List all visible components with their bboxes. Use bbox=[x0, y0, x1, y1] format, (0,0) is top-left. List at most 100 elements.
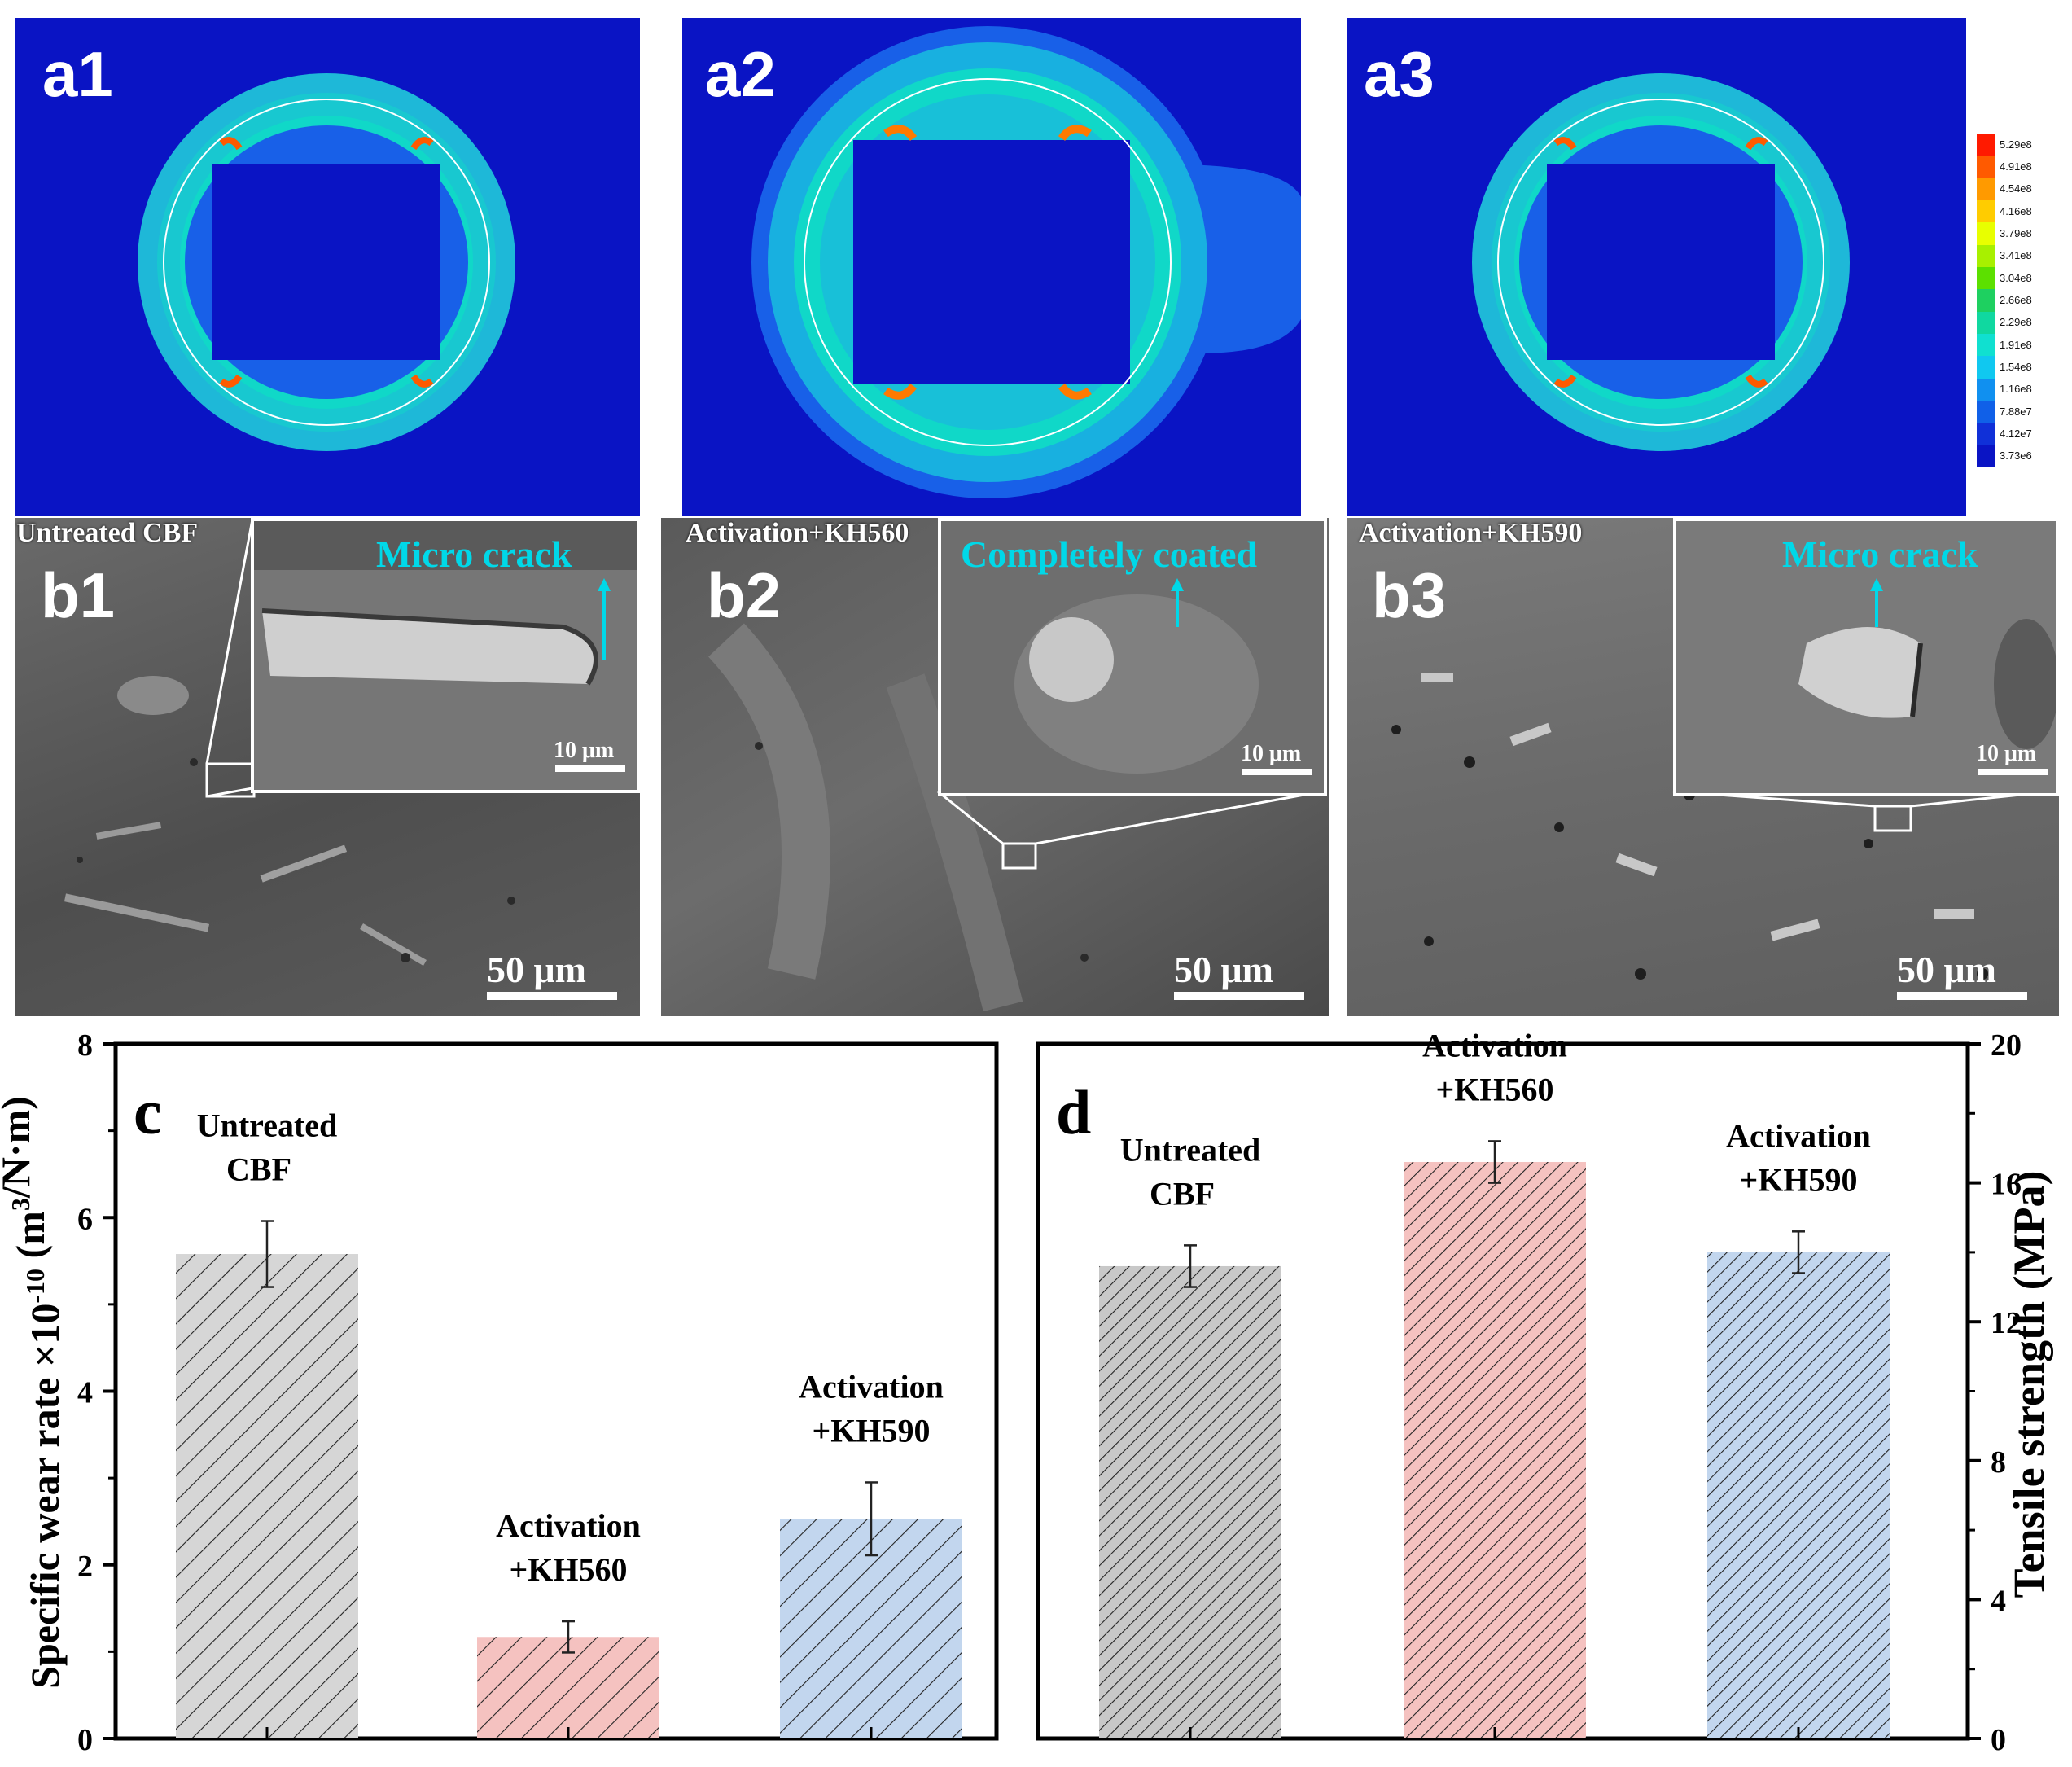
panel-label-b2: b2 bbox=[707, 559, 782, 631]
colorbar-label: 4.12e7 bbox=[2000, 428, 2032, 440]
y-tick-label: 4 bbox=[1991, 1584, 2006, 1618]
category-label: +KH590 bbox=[1739, 1161, 1857, 1198]
y-tick-label: 4 bbox=[77, 1376, 93, 1410]
inset-scale-b2: 10 μm bbox=[1241, 741, 1302, 766]
caption-b1: Untreated CBF bbox=[16, 518, 199, 548]
colorbar-label: 3.73e6 bbox=[2000, 449, 2032, 463]
category-label: Activation bbox=[1422, 1027, 1567, 1063]
scale-bar-b2 bbox=[1174, 992, 1304, 1000]
y-tick-label: 6 bbox=[77, 1202, 93, 1236]
inset-scale-bar-b2 bbox=[1242, 769, 1312, 775]
colorbar-label: 4.91e8 bbox=[2000, 160, 2032, 173]
y-tick-label: 0 bbox=[77, 1723, 93, 1751]
bar-charts: c Untreated CBF Activation +KH560 Activation +… bbox=[0, 1027, 2053, 1751]
annotation-b2: Completely coated bbox=[961, 533, 1258, 575]
colorbar-label: 2.29e8 bbox=[2000, 316, 2032, 329]
colorbar-swatch bbox=[1977, 378, 1995, 401]
y-tick-label: 8 bbox=[1991, 1445, 2006, 1480]
inset-scale-bar-b1 bbox=[555, 765, 625, 772]
colorbar-label: 1.54e8 bbox=[2000, 361, 2032, 373]
arrow-b2 bbox=[1171, 578, 1184, 627]
category-label: +KH560 bbox=[509, 1551, 627, 1588]
panel-label-c: c bbox=[134, 1076, 162, 1147]
y-tick-label: 0 bbox=[1991, 1723, 2006, 1751]
colorbar-swatch bbox=[1977, 178, 1995, 201]
bar-hatch bbox=[477, 1637, 659, 1738]
y-tick-label: 8 bbox=[77, 1028, 93, 1063]
colorbar-label: 2.66e8 bbox=[2000, 294, 2032, 306]
y-axis-title-c: Specific wear rate ×10-10 (m3/N·m) bbox=[0, 1096, 68, 1689]
panel-b1: Micro crack 10 μm Untreated CBF b1 50 μm bbox=[15, 518, 640, 1016]
category-label: Activation bbox=[799, 1368, 944, 1405]
category-label: +KH590 bbox=[812, 1412, 930, 1449]
y-axis-title-d: Tensile strength (MPa) bbox=[2004, 1171, 2053, 1598]
stress-map-a2 bbox=[751, 26, 1301, 498]
panel-b2: Completely coated 10 μm Activation+KH560… bbox=[661, 518, 1329, 1016]
colorbar-swatch bbox=[1977, 311, 1995, 335]
colorbar-label: 3.04e8 bbox=[2000, 271, 2032, 284]
category-label: Untreated bbox=[1120, 1131, 1261, 1168]
panel-label-a3: a3 bbox=[1364, 38, 1435, 110]
inset-image-b1 bbox=[254, 521, 637, 790]
panel-label-b3: b3 bbox=[1372, 559, 1447, 631]
stress-map-a3 bbox=[1472, 73, 1850, 451]
inset-scale-b3: 10 μm bbox=[1976, 741, 2037, 766]
colorbar-labels: 5.29e8 4.91e8 4.54e8 4.16e8 3.79e8 3.41e8 3.04… bbox=[2000, 134, 2065, 467]
scale-bar-b3 bbox=[1897, 992, 2027, 1000]
bar-hatch bbox=[1707, 1252, 1890, 1738]
bar-hatch bbox=[1099, 1265, 1281, 1738]
stress-map-a1 bbox=[138, 73, 515, 451]
category-label: CBF bbox=[226, 1151, 291, 1188]
colorbar-swatch bbox=[1977, 356, 1995, 379]
category-label: Activation bbox=[496, 1507, 641, 1544]
panel-a3: a3 bbox=[1347, 18, 1966, 516]
panel-a1: a1 bbox=[15, 18, 640, 516]
sem-texture-b1 bbox=[64, 519, 515, 966]
caption-b2: Activation+KH560 bbox=[686, 518, 909, 548]
stress-colorbar: 5.29e8 4.91e8 4.54e8 4.16e8 3.79e8 3.41e8 3.04… bbox=[1977, 134, 2066, 468]
colorbar-label: 1.91e8 bbox=[2000, 338, 2032, 351]
y-tick-label: 2 bbox=[77, 1550, 93, 1584]
y-tick-label: 12 bbox=[1991, 1306, 2022, 1340]
panel-label-a2: a2 bbox=[705, 38, 776, 110]
colorbar-swatches bbox=[1977, 134, 1995, 468]
arrow-b1 bbox=[598, 578, 611, 660]
bar-hatch bbox=[176, 1254, 358, 1738]
caption-b3: Activation+KH590 bbox=[1359, 518, 1583, 548]
annotation-b1: Micro crack bbox=[376, 533, 572, 575]
colorbar-swatch bbox=[1977, 401, 1995, 423]
category-label: CBF bbox=[1150, 1175, 1215, 1212]
scale-b2: 50 μm bbox=[1174, 949, 1273, 990]
colorbar-swatch bbox=[1977, 134, 1995, 156]
colorbar-swatch bbox=[1977, 156, 1995, 179]
panel-a2: a2 bbox=[682, 18, 1301, 516]
panel-label-d: d bbox=[1056, 1076, 1091, 1147]
colorbar-swatch bbox=[1977, 334, 1995, 357]
colorbar-swatch bbox=[1977, 222, 1995, 246]
colorbar-swatch bbox=[1977, 267, 1995, 290]
colorbar-label: 7.88e7 bbox=[2000, 405, 2032, 418]
bar-hatch bbox=[1404, 1162, 1586, 1738]
panel-b3: Micro crack 10 μm Activation+KH590 b3 50… bbox=[1347, 518, 2059, 1016]
category-label: +KH560 bbox=[1435, 1071, 1553, 1107]
inset-scale-bar-b3 bbox=[1978, 769, 2048, 775]
inset-scale-b1: 10 μm bbox=[554, 738, 615, 763]
inset-b2: Completely coated 10 μm bbox=[938, 518, 1327, 796]
colorbar-swatch bbox=[1977, 423, 1995, 446]
colorbar-label: 3.41e8 bbox=[2000, 249, 2032, 262]
colorbar-label: 4.54e8 bbox=[2000, 182, 2032, 195]
panel-label-a1: a1 bbox=[42, 38, 113, 110]
arrow-b3 bbox=[1870, 578, 1883, 627]
colorbar-swatch bbox=[1977, 244, 1995, 268]
inset-image-b2 bbox=[941, 521, 1324, 793]
inset-b3: Micro crack 10 μm bbox=[1673, 518, 2059, 796]
scale-b1: 50 μm bbox=[487, 949, 586, 990]
y-tick-label: 20 bbox=[1991, 1028, 2022, 1063]
colorbar-swatch bbox=[1977, 200, 1995, 223]
y-tick-label: 16 bbox=[1991, 1168, 2022, 1202]
colorbar-label: 4.16e8 bbox=[2000, 204, 2032, 217]
inset-image-b3 bbox=[1676, 521, 2056, 793]
colorbar-swatch bbox=[1977, 289, 1995, 313]
inset-b1: Micro crack 10 μm bbox=[251, 518, 640, 793]
panel-label-b1: b1 bbox=[41, 559, 116, 631]
